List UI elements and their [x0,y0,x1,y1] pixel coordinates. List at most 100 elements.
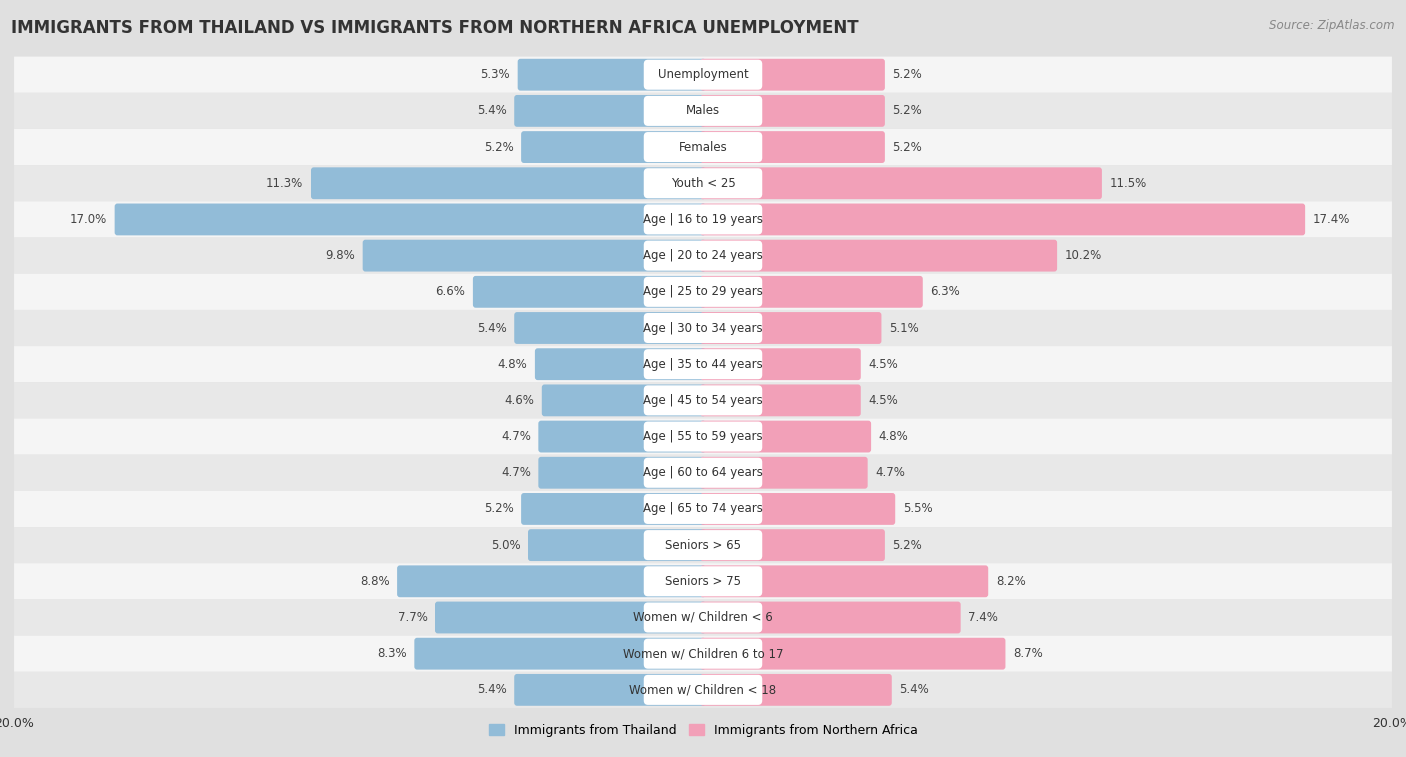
Text: Age | 30 to 34 years: Age | 30 to 34 years [643,322,763,335]
Text: 4.5%: 4.5% [869,394,898,407]
FancyBboxPatch shape [115,204,706,235]
FancyBboxPatch shape [14,563,1392,600]
FancyBboxPatch shape [14,310,1392,346]
FancyBboxPatch shape [14,129,1392,165]
FancyBboxPatch shape [700,674,891,706]
Text: 8.8%: 8.8% [360,575,389,587]
FancyBboxPatch shape [541,385,706,416]
FancyBboxPatch shape [700,421,872,453]
FancyBboxPatch shape [538,456,706,489]
FancyBboxPatch shape [534,348,706,380]
FancyBboxPatch shape [700,59,884,91]
Text: 4.5%: 4.5% [869,358,898,371]
Text: 5.2%: 5.2% [484,141,513,154]
Text: 6.6%: 6.6% [436,285,465,298]
Text: Age | 20 to 24 years: Age | 20 to 24 years [643,249,763,262]
FancyBboxPatch shape [700,312,882,344]
Text: Males: Males [686,104,720,117]
FancyBboxPatch shape [363,240,706,272]
FancyBboxPatch shape [14,57,1392,93]
FancyBboxPatch shape [14,382,1392,419]
FancyBboxPatch shape [644,349,762,379]
FancyBboxPatch shape [415,637,706,670]
Text: Women w/ Children < 18: Women w/ Children < 18 [630,684,776,696]
FancyBboxPatch shape [644,168,762,198]
FancyBboxPatch shape [644,132,762,162]
FancyBboxPatch shape [538,421,706,453]
Text: 5.2%: 5.2% [893,141,922,154]
FancyBboxPatch shape [700,637,1005,670]
FancyBboxPatch shape [644,530,762,560]
FancyBboxPatch shape [529,529,706,561]
Text: 10.2%: 10.2% [1064,249,1102,262]
FancyBboxPatch shape [515,95,706,127]
Text: 4.7%: 4.7% [875,466,905,479]
Text: IMMIGRANTS FROM THAILAND VS IMMIGRANTS FROM NORTHERN AFRICA UNEMPLOYMENT: IMMIGRANTS FROM THAILAND VS IMMIGRANTS F… [11,19,859,37]
Text: 5.5%: 5.5% [903,503,932,516]
Text: Age | 60 to 64 years: Age | 60 to 64 years [643,466,763,479]
FancyBboxPatch shape [472,276,706,308]
FancyBboxPatch shape [644,241,762,271]
Text: Age | 16 to 19 years: Age | 16 to 19 years [643,213,763,226]
FancyBboxPatch shape [644,422,762,452]
Text: 8.2%: 8.2% [995,575,1025,587]
Text: Age | 35 to 44 years: Age | 35 to 44 years [643,358,763,371]
FancyBboxPatch shape [522,493,706,525]
FancyBboxPatch shape [14,165,1392,201]
FancyBboxPatch shape [700,95,884,127]
FancyBboxPatch shape [700,529,884,561]
Text: 4.8%: 4.8% [879,430,908,443]
Text: 5.4%: 5.4% [477,104,506,117]
FancyBboxPatch shape [700,276,922,308]
Text: 11.5%: 11.5% [1109,177,1147,190]
Text: Youth < 25: Youth < 25 [671,177,735,190]
FancyBboxPatch shape [700,493,896,525]
Text: Women w/ Children < 6: Women w/ Children < 6 [633,611,773,624]
Text: 5.4%: 5.4% [900,684,929,696]
Text: 4.8%: 4.8% [498,358,527,371]
FancyBboxPatch shape [700,456,868,489]
Text: 5.3%: 5.3% [481,68,510,81]
Text: 17.0%: 17.0% [70,213,107,226]
FancyBboxPatch shape [644,494,762,524]
Text: 5.2%: 5.2% [893,68,922,81]
Text: Unemployment: Unemployment [658,68,748,81]
FancyBboxPatch shape [644,60,762,90]
FancyBboxPatch shape [14,419,1392,455]
FancyBboxPatch shape [396,565,706,597]
Text: Seniors > 75: Seniors > 75 [665,575,741,587]
Text: Age | 45 to 54 years: Age | 45 to 54 years [643,394,763,407]
Text: 5.0%: 5.0% [491,539,520,552]
FancyBboxPatch shape [311,167,706,199]
Text: Seniors > 65: Seniors > 65 [665,539,741,552]
Text: Age | 25 to 29 years: Age | 25 to 29 years [643,285,763,298]
FancyBboxPatch shape [700,565,988,597]
FancyBboxPatch shape [644,385,762,416]
Text: 9.8%: 9.8% [325,249,356,262]
FancyBboxPatch shape [700,167,1102,199]
FancyBboxPatch shape [644,639,762,668]
FancyBboxPatch shape [14,600,1392,636]
FancyBboxPatch shape [14,346,1392,382]
FancyBboxPatch shape [644,313,762,343]
FancyBboxPatch shape [700,240,1057,272]
Text: 8.3%: 8.3% [377,647,406,660]
FancyBboxPatch shape [14,274,1392,310]
FancyBboxPatch shape [644,96,762,126]
FancyBboxPatch shape [644,458,762,488]
FancyBboxPatch shape [644,566,762,597]
Text: 7.4%: 7.4% [969,611,998,624]
Text: Age | 55 to 59 years: Age | 55 to 59 years [643,430,763,443]
FancyBboxPatch shape [515,312,706,344]
FancyBboxPatch shape [515,674,706,706]
FancyBboxPatch shape [14,455,1392,491]
FancyBboxPatch shape [644,277,762,307]
Text: 5.4%: 5.4% [477,684,506,696]
FancyBboxPatch shape [14,636,1392,671]
Text: 4.7%: 4.7% [501,430,531,443]
Legend: Immigrants from Thailand, Immigrants from Northern Africa: Immigrants from Thailand, Immigrants fro… [484,718,922,742]
Text: 7.7%: 7.7% [398,611,427,624]
Text: 6.3%: 6.3% [931,285,960,298]
Text: 17.4%: 17.4% [1313,213,1350,226]
Text: Age | 65 to 74 years: Age | 65 to 74 years [643,503,763,516]
